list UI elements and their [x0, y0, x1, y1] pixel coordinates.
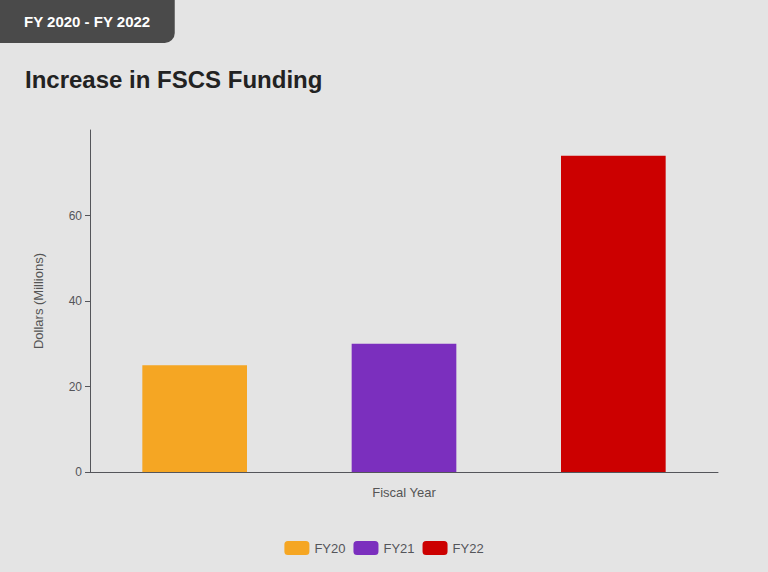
svg-text:Fiscal Year: Fiscal Year [372, 485, 436, 500]
svg-text:60: 60 [69, 209, 83, 223]
svg-text:0: 0 [75, 465, 82, 479]
svg-text:FY22: FY22 [453, 541, 484, 556]
svg-text:FY21: FY21 [383, 541, 414, 556]
svg-text:FY 2020 - FY 2022: FY 2020 - FY 2022 [24, 13, 150, 30]
svg-text:Increase in FSCS Funding: Increase in FSCS Funding [25, 66, 322, 93]
svg-text:Dollars (Millions): Dollars (Millions) [31, 253, 46, 349]
svg-text:40: 40 [69, 294, 83, 308]
svg-text:FY20: FY20 [314, 541, 345, 556]
svg-text:20: 20 [69, 380, 83, 394]
